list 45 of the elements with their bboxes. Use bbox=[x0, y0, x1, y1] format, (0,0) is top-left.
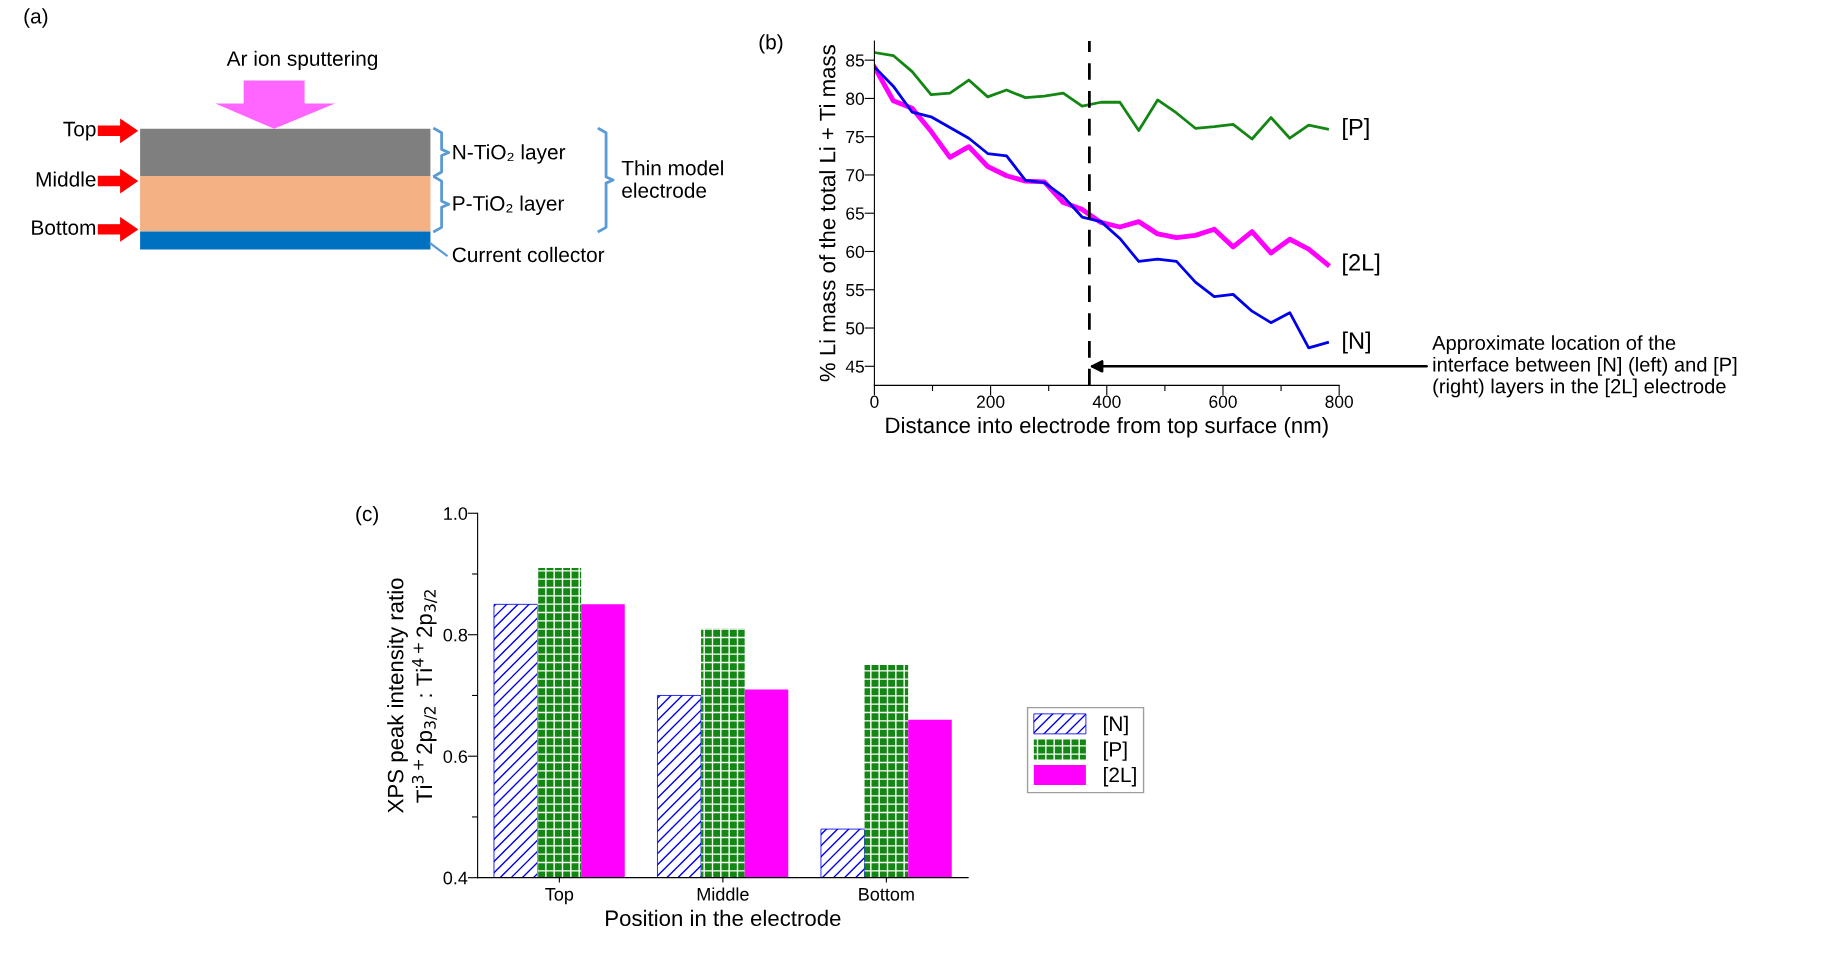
x-tick-label: 800 bbox=[1325, 395, 1353, 408]
y-tick-label: 50 bbox=[846, 322, 865, 335]
x-axis-title: Distance into electrode from top surface (nm) bbox=[886, 416, 1328, 438]
y-tick-label: 65 bbox=[846, 207, 864, 220]
line-series bbox=[874, 65, 1329, 350]
y-tick-label: 70 bbox=[846, 169, 865, 182]
x-tick-label: Top bbox=[545, 888, 574, 905]
x-tick-label: 0 bbox=[870, 395, 879, 408]
text: XPS peak intensity ratio Ti$^{3+}$2p$_{3/2}$ : Ti$^{4+}$2p$_{3/2}$ bbox=[387, 578, 438, 813]
chart-title: (c) bbox=[356, 505, 378, 526]
text: N-TiO₂ layer bbox=[453, 144, 566, 164]
text: Middle bbox=[36, 171, 96, 187]
legend-label: [2L] bbox=[1104, 766, 1136, 787]
series-label: [2L] bbox=[1343, 253, 1380, 276]
x-tick-label: 600 bbox=[1209, 395, 1237, 408]
annotation: Approximate location of the interface between [N] (left) and [P] (right) layers in the [2L] electrode bbox=[1432, 335, 1737, 398]
text: Thin model electrode bbox=[621, 160, 723, 198]
y-tick-label: 1.0 bbox=[444, 507, 468, 520]
x-tick-label: Bottom bbox=[859, 888, 914, 901]
text: Top bbox=[63, 121, 96, 141]
series-label: [N] bbox=[1343, 331, 1370, 354]
x-tick-label: 400 bbox=[1092, 395, 1121, 408]
y-tick-label: 80 bbox=[846, 92, 865, 105]
y-tick-label: 85 bbox=[846, 54, 864, 67]
text: Current collector bbox=[452, 246, 605, 263]
y-tick-label: 60 bbox=[846, 245, 865, 258]
y-tick-label: 0.8 bbox=[443, 628, 468, 642]
y-tick-label: 0.4 bbox=[443, 871, 468, 885]
text: P-TiO₂ layer bbox=[453, 195, 565, 215]
y-axis-title: % Li mass of the total Li + Ti mass bbox=[819, 45, 836, 382]
y-tick-label: 45 bbox=[845, 360, 864, 373]
y-tick-label: 55 bbox=[846, 284, 864, 297]
x-tick-label: Middle bbox=[697, 887, 749, 901]
text: Bottom bbox=[32, 220, 96, 235]
line-series bbox=[874, 51, 1329, 141]
text: (a) bbox=[24, 8, 48, 28]
chart-title: (b) bbox=[759, 34, 783, 54]
x-axis-title: Position in the electrode bbox=[606, 909, 841, 927]
series-label: [P] bbox=[1343, 118, 1369, 141]
text: Ar ion sputtering bbox=[226, 50, 378, 71]
legend-label: [N] bbox=[1104, 715, 1128, 736]
y-tick-label: 0.6 bbox=[443, 750, 468, 763]
x-tick-label: 200 bbox=[976, 395, 1005, 408]
legend-label: [P] bbox=[1104, 741, 1127, 761]
y-tick-label: 75 bbox=[846, 131, 864, 144]
